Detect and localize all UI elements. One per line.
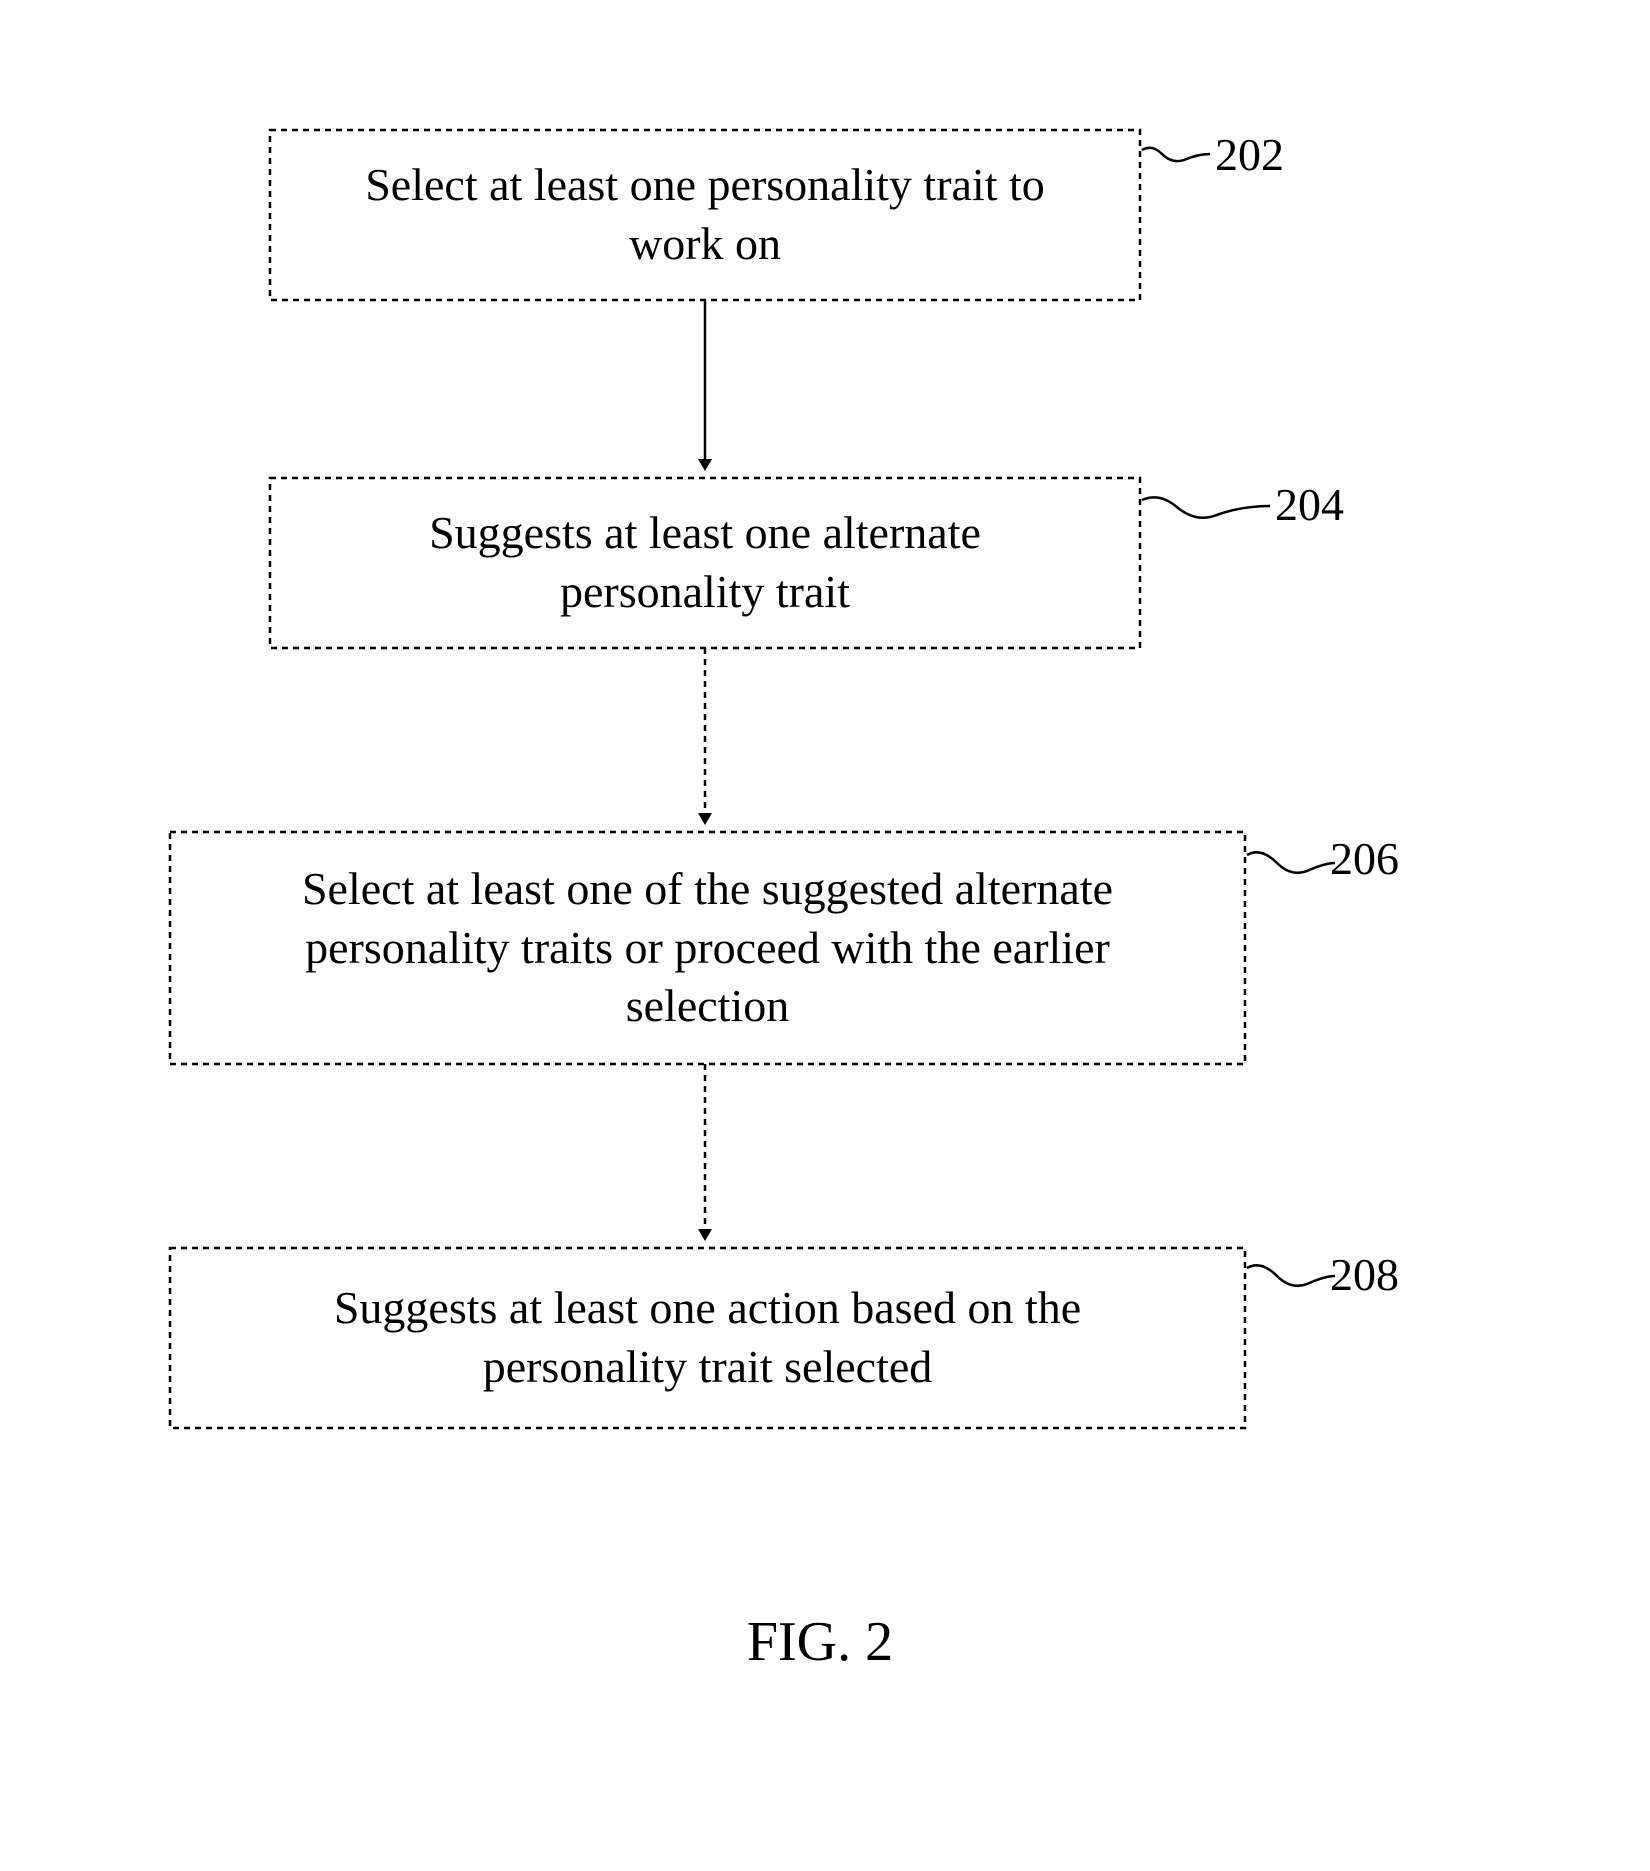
flow-node-ref-202: 202 (1215, 128, 1284, 181)
flow-node-ref-206: 206 (1330, 832, 1399, 885)
flow-node-ref-208: 208 (1330, 1248, 1399, 1301)
flow-node-n208: Suggests at least one action based on th… (170, 1248, 1245, 1428)
flow-node-ref-204: 204 (1275, 478, 1344, 531)
flow-node-text: Select at least one personality trait to… (345, 148, 1065, 282)
flowchart-canvas: Select at least one personality trait to… (0, 0, 1650, 1871)
figure-caption: FIG. 2 (570, 1610, 1070, 1674)
flow-node-text: Suggests at least one alternate personal… (409, 496, 1001, 630)
flow-node-n202: Select at least one personality trait to… (270, 130, 1140, 300)
flow-node-n204: Suggests at least one alternate personal… (270, 478, 1140, 648)
flow-node-text: Select at least one of the suggested alt… (282, 852, 1133, 1045)
flow-node-n206: Select at least one of the suggested alt… (170, 832, 1245, 1064)
flow-node-text: Suggests at least one action based on th… (314, 1271, 1101, 1405)
